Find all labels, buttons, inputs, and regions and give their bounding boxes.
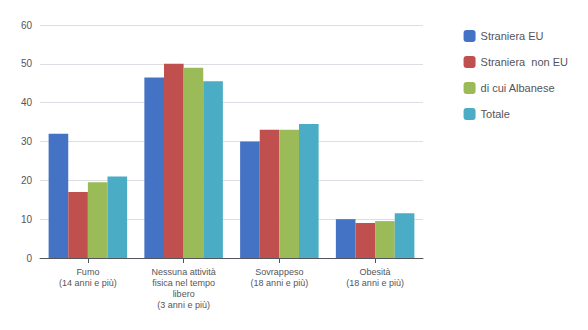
svg-text:Straniera EU: Straniera EU — [481, 30, 544, 42]
svg-text:fisica nel tempo: fisica nel tempo — [152, 278, 215, 288]
svg-text:Totale: Totale — [481, 108, 510, 120]
svg-text:60: 60 — [21, 20, 33, 31]
svg-text:(18 anni e più): (18 anni e più) — [251, 278, 309, 288]
svg-text:Fumo: Fumo — [76, 267, 99, 277]
svg-text:Nessuna attività: Nessuna attività — [152, 267, 216, 277]
svg-text:20: 20 — [21, 175, 33, 186]
svg-text:(3 anni e più): (3 anni e più) — [157, 300, 210, 310]
svg-text:0: 0 — [26, 253, 32, 264]
svg-text:10: 10 — [21, 214, 33, 225]
svg-text:50: 50 — [21, 58, 33, 69]
svg-text:Obesità: Obesità — [360, 267, 391, 277]
svg-text:di cui Albanese: di cui Albanese — [481, 82, 555, 94]
svg-text:libero: libero — [173, 289, 195, 299]
svg-text:(18 anni e più): (18 anni e più) — [346, 278, 404, 288]
svg-text:Straniera non EU: Straniera non EU — [481, 56, 568, 68]
svg-text:40: 40 — [21, 97, 33, 108]
svg-text:30: 30 — [21, 136, 33, 147]
svg-text:(14 anni e più): (14 anni e più) — [59, 278, 117, 288]
svg-text:Sovrappeso: Sovrappeso — [255, 267, 303, 277]
